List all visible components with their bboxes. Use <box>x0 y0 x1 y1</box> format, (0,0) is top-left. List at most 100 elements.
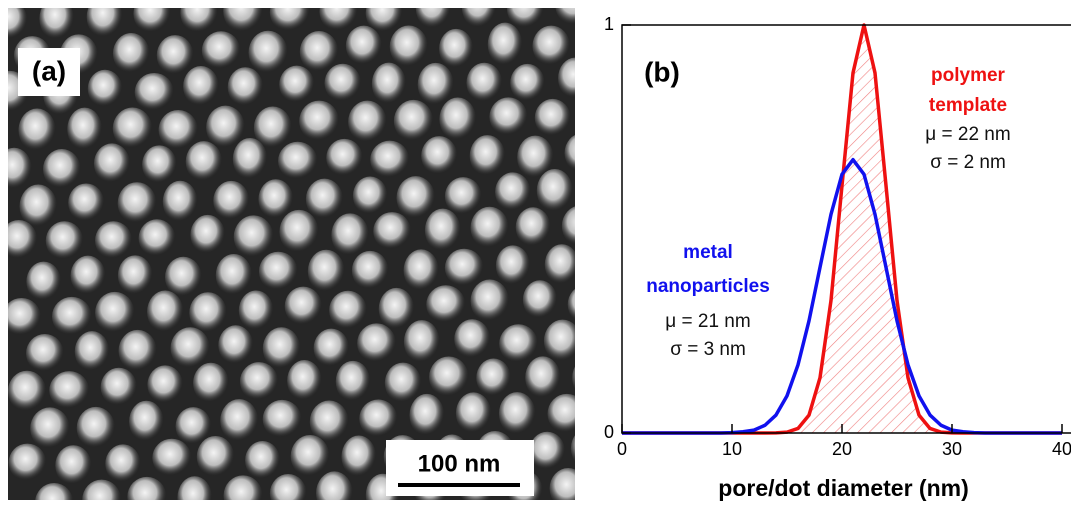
nanodot <box>353 176 388 215</box>
annotation: template <box>929 95 1007 116</box>
nanodot <box>587 97 621 137</box>
nanodot <box>572 357 608 399</box>
area-fill <box>622 25 1062 433</box>
nanodot <box>206 106 245 149</box>
nanodot <box>202 31 240 70</box>
nanodot <box>409 394 444 437</box>
nanodot <box>287 360 322 402</box>
nanodot <box>535 99 571 137</box>
nanodot <box>390 26 428 68</box>
nanodot <box>142 145 177 184</box>
annotation: metal <box>683 242 733 263</box>
nanodot <box>291 435 330 478</box>
nanodot <box>331 213 368 256</box>
nanodot <box>147 291 183 334</box>
nanodot <box>454 319 490 359</box>
nanodot <box>359 400 397 439</box>
nanodot <box>119 330 157 372</box>
nanodot <box>470 135 505 177</box>
y-tick-label: 0 <box>604 422 614 442</box>
nanodot <box>240 362 278 401</box>
nanodot <box>568 286 602 324</box>
nanodot <box>52 297 92 336</box>
figure: (a) 100 nm 01020304001pore/dot diameter … <box>0 0 1071 508</box>
nanodot <box>373 212 411 250</box>
nanodot <box>476 359 510 398</box>
nanodot <box>285 287 322 326</box>
nanodot <box>2 298 41 337</box>
nanodot <box>445 249 484 287</box>
nanodot <box>75 331 110 372</box>
nanodot <box>218 325 253 365</box>
nanodot <box>183 66 219 107</box>
nanodot <box>308 250 345 293</box>
nanodot <box>590 244 624 287</box>
nanodot <box>544 320 581 363</box>
nanodot <box>26 262 61 302</box>
annotation: σ = 2 nm <box>930 152 1006 173</box>
nanodot <box>532 26 570 67</box>
nanodot <box>299 101 339 142</box>
nanodot <box>516 207 551 247</box>
nanodot <box>189 292 226 334</box>
nanodot <box>163 181 198 223</box>
nanodot <box>279 66 314 104</box>
nanodot <box>499 324 538 363</box>
nanodot <box>397 176 436 220</box>
nanodot <box>68 183 104 222</box>
nanodot <box>385 363 421 404</box>
nanodot <box>488 23 523 67</box>
nanodot <box>523 280 557 319</box>
nanodot <box>370 141 409 179</box>
nanodot <box>326 139 362 177</box>
annotation: σ = 3 nm <box>670 339 746 360</box>
nanodot <box>118 182 157 224</box>
nanodot <box>439 29 473 69</box>
nanodot <box>445 177 482 216</box>
nanodot <box>550 468 587 508</box>
nanodot <box>19 109 56 152</box>
nanodot <box>159 110 198 150</box>
nanodot <box>495 172 530 211</box>
nanodot <box>429 356 468 397</box>
nanodot <box>425 209 461 253</box>
nanodot <box>341 436 376 478</box>
nanodot <box>357 323 396 363</box>
nanodot <box>565 133 600 172</box>
nanodot <box>239 290 274 331</box>
nanodot <box>537 169 573 213</box>
nanodot <box>279 210 318 254</box>
nanodot <box>43 149 81 189</box>
nanodot <box>379 288 414 330</box>
nanodot <box>346 26 382 66</box>
nanodot <box>394 100 433 142</box>
nanodot <box>471 207 509 249</box>
nanodot <box>9 444 47 482</box>
nanodot <box>263 327 300 370</box>
nanodot <box>259 252 298 292</box>
nanodot <box>421 136 457 175</box>
x-tick-label: 30 <box>942 439 962 459</box>
nanodot <box>77 407 115 449</box>
nanodot <box>562 206 599 247</box>
nanodot <box>220 399 258 443</box>
nanodot <box>197 436 234 478</box>
nanodot <box>258 179 293 219</box>
nanodot <box>300 31 338 73</box>
nanodot <box>404 249 439 291</box>
nanodot <box>588 172 625 210</box>
nanodot <box>157 35 194 76</box>
nanodot <box>113 108 152 150</box>
nanodot <box>456 392 491 434</box>
nanodot <box>314 329 349 368</box>
sem-image <box>0 0 634 508</box>
nanodot <box>30 407 69 449</box>
nanodot <box>95 221 132 260</box>
nanodot <box>190 215 225 255</box>
nanodot <box>88 70 122 108</box>
nanodot <box>263 400 302 439</box>
nanodot <box>348 101 387 144</box>
x-tick-label: 10 <box>722 439 742 459</box>
nanodot <box>510 64 544 102</box>
